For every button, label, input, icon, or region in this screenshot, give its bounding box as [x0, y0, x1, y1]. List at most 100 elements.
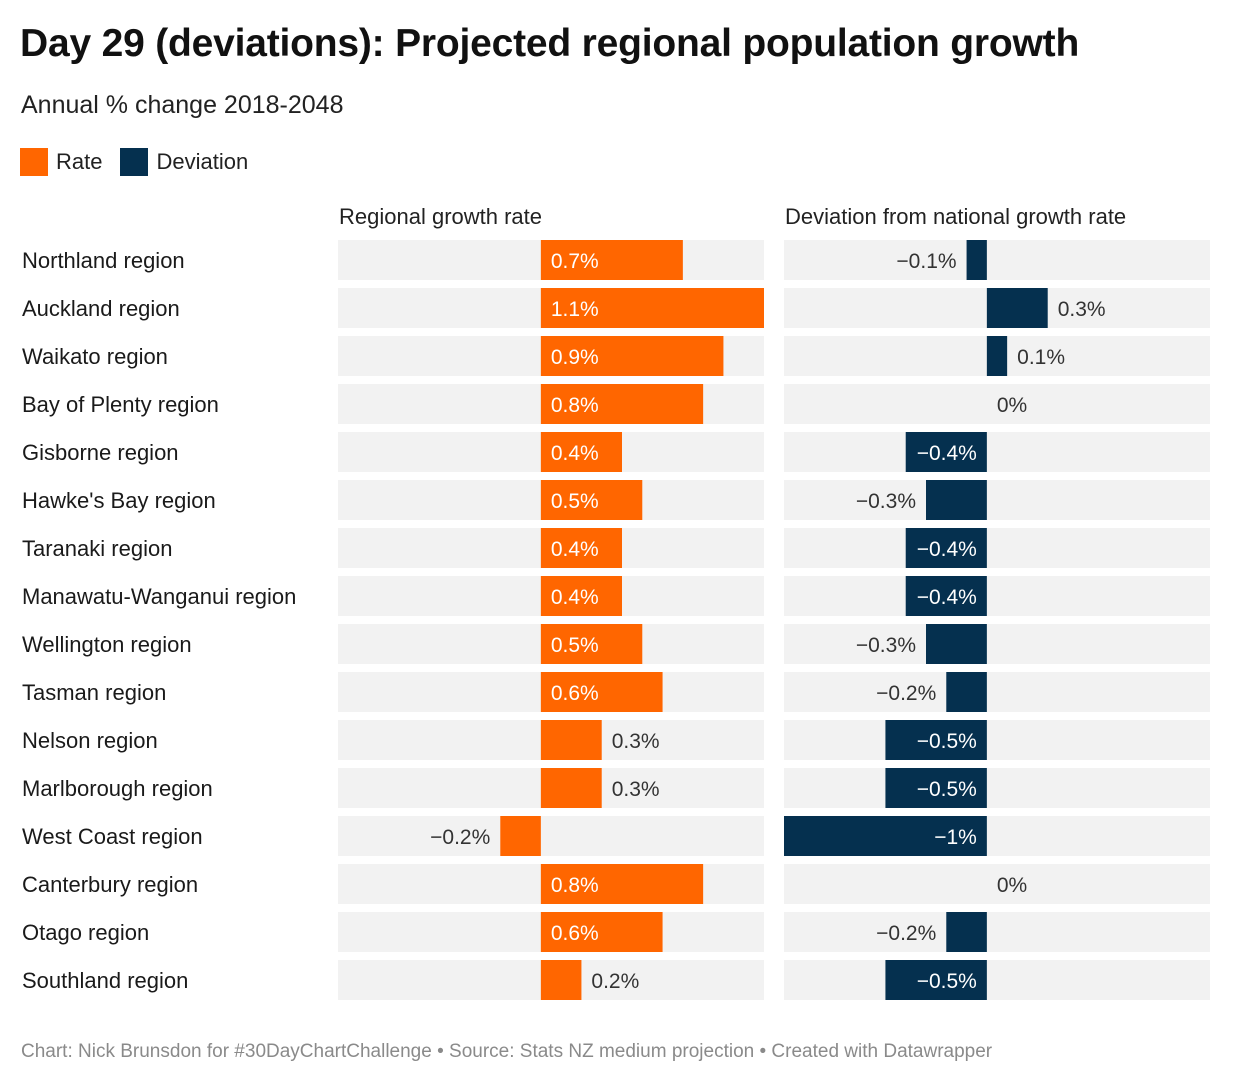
chart-title: Day 29 (deviations): Projected regional … [20, 22, 1080, 65]
deviation-track-wellington-region [784, 624, 1210, 664]
deviation-value-label-nelson-region: −0.5% [917, 730, 977, 753]
rate-value-label-manawatu-wanganui-region: 0.4% [551, 586, 599, 609]
deviation-track-northland-region [784, 240, 1210, 280]
category-label-auckland-region: Auckland region [22, 296, 180, 321]
category-label-gisborne-region: Gisborne region [22, 440, 179, 465]
rate-value-label-waikato-region: 0.9% [551, 346, 599, 369]
deviation-track-bay-of-plenty-region [784, 384, 1210, 424]
deviation-bar-northland-region [966, 240, 987, 280]
deviation-bar-southland-region [885, 960, 987, 1000]
legend-item-deviation: Deviation [120, 148, 248, 176]
legend-item-rate: Rate [20, 148, 102, 176]
rate-value-label-marlborough-region: 0.3% [612, 778, 660, 801]
chart-footer: Chart: Nick Brunsdon for #30DayChartChal… [21, 1041, 993, 1062]
category-label-northland-region: Northland region [22, 248, 185, 273]
category-label-manawatu-wanganui-region: Manawatu-Wanganui region [22, 584, 296, 609]
rate-value-label-bay-of-plenty-region: 0.8% [551, 394, 599, 417]
rate-value-label-hawke-s-bay-region: 0.5% [551, 490, 599, 513]
deviation-bar-taranaki-region [905, 528, 987, 568]
deviation-value-label-auckland-region: 0.3% [1058, 298, 1106, 321]
deviation-value-label-canterbury-region: 0% [997, 874, 1027, 897]
rate-value-label-tasman-region: 0.6% [551, 682, 599, 705]
category-label-otago-region: Otago region [22, 920, 149, 945]
deviation-track-hawke-s-bay-region [784, 480, 1210, 520]
deviation-bar-waikato-region [986, 336, 1008, 376]
deviation-track-manawatu-wanganui-region [784, 576, 1210, 616]
rate-value-label-taranaki-region: 0.4% [551, 538, 599, 561]
column-title-rate: Regional growth rate [339, 204, 542, 229]
rate-value-label-west-coast-region: −0.2% [430, 826, 490, 849]
category-label-marlborough-region: Marlborough region [22, 776, 213, 801]
rate-value-label-southland-region: 0.2% [591, 970, 639, 993]
deviation-bar-wellington-region [926, 624, 987, 664]
legend: Rate Deviation [20, 148, 266, 176]
rate-bar-northland-region [540, 240, 683, 280]
legend-label-deviation: Deviation [156, 149, 249, 174]
rate-bar-bay-of-plenty-region [540, 384, 704, 424]
rate-bar-west-coast-region [500, 816, 541, 856]
deviation-bar-gisborne-region [905, 432, 987, 472]
deviation-value-label-manawatu-wanganui-region: −0.4% [917, 586, 977, 609]
rate-bar-marlborough-region [540, 768, 602, 808]
rate-bar-auckland-region [540, 288, 764, 328]
rate-value-label-canterbury-region: 0.8% [551, 874, 599, 897]
category-label-nelson-region: Nelson region [22, 728, 158, 753]
category-label-wellington-region: Wellington region [22, 632, 192, 657]
deviation-track-canterbury-region [784, 864, 1210, 904]
deviation-value-label-waikato-region: 0.1% [1017, 346, 1065, 369]
rate-bar-canterbury-region [540, 864, 704, 904]
deviation-track-marlborough-region [784, 768, 1210, 808]
category-label-taranaki-region: Taranaki region [22, 536, 172, 561]
category-label-canterbury-region: Canterbury region [22, 872, 198, 897]
rate-bar-waikato-region [540, 336, 724, 376]
deviation-value-label-tasman-region: −0.2% [876, 682, 936, 705]
deviation-value-label-southland-region: −0.5% [917, 970, 977, 993]
rate-bar-nelson-region [540, 720, 602, 760]
category-label-west-coast-region: West Coast region [22, 824, 203, 849]
deviation-track-southland-region [784, 960, 1210, 1000]
deviation-value-label-otago-region: −0.2% [876, 922, 936, 945]
deviation-track-taranaki-region [784, 528, 1210, 568]
rate-value-label-wellington-region: 0.5% [551, 634, 599, 657]
deviation-track-nelson-region [784, 720, 1210, 760]
deviation-bar-west-coast-region [784, 816, 987, 856]
rate-value-label-auckland-region: 1.1% [551, 298, 599, 321]
legend-label-rate: Rate [56, 149, 103, 174]
rate-value-label-nelson-region: 0.3% [612, 730, 660, 753]
deviation-value-label-northland-region: −0.1% [896, 250, 956, 273]
rate-value-label-otago-region: 0.6% [551, 922, 599, 945]
deviation-value-label-gisborne-region: −0.4% [917, 442, 977, 465]
rate-bar-hawke-s-bay-region [540, 480, 643, 520]
deviation-bar-marlborough-region [885, 768, 987, 808]
category-label-southland-region: Southland region [22, 968, 188, 993]
deviation-bar-nelson-region [885, 720, 987, 760]
category-label-bay-of-plenty-region: Bay of Plenty region [22, 392, 219, 417]
rate-track-west-coast-region [338, 816, 764, 856]
rate-bar-tasman-region [540, 672, 663, 712]
deviation-track-otago-region [784, 912, 1210, 952]
rate-value-label-gisborne-region: 0.4% [551, 442, 599, 465]
deviation-value-label-marlborough-region: −0.5% [917, 778, 977, 801]
category-label-hawke-s-bay-region: Hawke's Bay region [22, 488, 216, 513]
deviation-value-label-taranaki-region: −0.4% [917, 538, 977, 561]
deviation-bar-auckland-region [986, 288, 1048, 328]
rate-bar-gisborne-region [540, 432, 622, 472]
deviation-bar-manawatu-wanganui-region [905, 576, 987, 616]
deviation-value-label-west-coast-region: −1% [934, 826, 977, 849]
deviation-bar-hawke-s-bay-region [926, 480, 987, 520]
rate-value-label-northland-region: 0.7% [551, 250, 599, 273]
category-label-waikato-region: Waikato region [22, 344, 168, 369]
deviation-track-tasman-region [784, 672, 1210, 712]
rate-bar-otago-region [540, 912, 663, 952]
rate-bar-taranaki-region [540, 528, 622, 568]
legend-swatch-deviation [120, 148, 149, 176]
rate-bar-manawatu-wanganui-region [540, 576, 622, 616]
chart-canvas: Northland region Auckland region Waikato r… [22, 204, 1210, 1000]
legend-swatch-rate [20, 148, 48, 176]
column-title-deviation: Deviation from national growth rate [785, 204, 1126, 229]
deviation-value-label-wellington-region: −0.3% [856, 634, 916, 657]
deviation-value-label-bay-of-plenty-region: 0% [997, 394, 1027, 417]
rate-bar-southland-region [540, 960, 582, 1000]
deviation-value-label-hawke-s-bay-region: −0.3% [856, 490, 916, 513]
rate-bar-wellington-region [540, 624, 643, 664]
